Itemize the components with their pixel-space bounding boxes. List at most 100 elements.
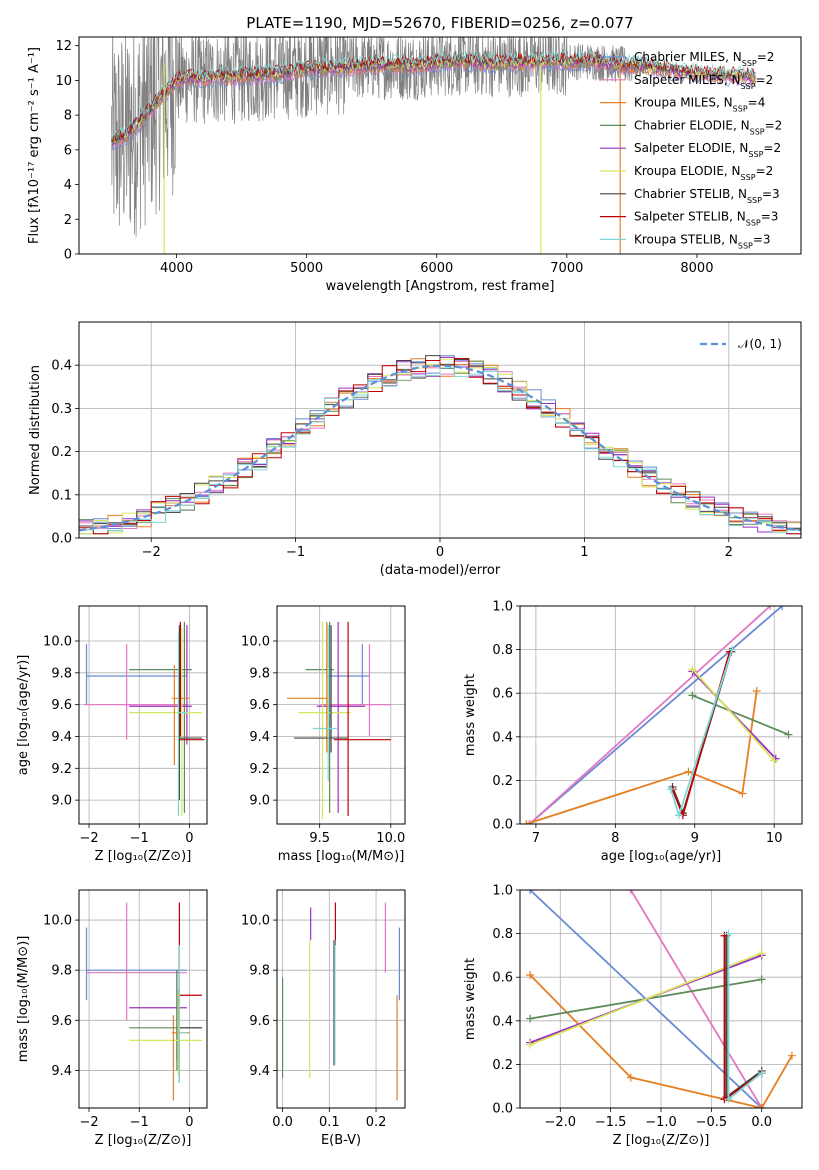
y-tick-label: 0.4 [51, 359, 72, 374]
y-tick-label: 0.2 [492, 1058, 513, 1073]
y-tick-label: 0.2 [51, 445, 72, 460]
y-axis-label: mass [log₁₀(M/M⊙)] [16, 936, 31, 1063]
legend-subscript: SSP [742, 59, 757, 68]
x-tick-label: 0.0 [272, 1115, 293, 1130]
y-tick-label: 0 [64, 248, 72, 263]
mass-weight-point [757, 975, 766, 984]
y-tick-label: 2 [64, 213, 72, 228]
panel-1-frame [78, 36, 802, 255]
x-axis-label: E(B-V) [321, 1133, 361, 1148]
legend-value: =3 [753, 232, 771, 246]
x-tick-label: 9 [691, 831, 699, 846]
x-tick-label: −0.5 [696, 1115, 728, 1130]
legend-subscript: SSP [748, 150, 763, 159]
x-tick-label: 6000 [420, 261, 453, 276]
y-tick-label: 6 [64, 143, 72, 158]
x-tick-label: −1 [130, 831, 149, 846]
legend-subscript: SSP [750, 127, 765, 136]
mass-weight-point [757, 949, 766, 958]
legend-entry: Salpeter ELODIE, NSSP=2 [634, 141, 781, 159]
legend-subscript: SSP [733, 104, 748, 113]
legend-value: =4 [748, 96, 766, 110]
y-tick-label: 9.8 [51, 964, 72, 979]
y-axis-label: Normed distribution [28, 365, 43, 495]
legend-subscript: SSP [741, 81, 756, 90]
mass-weight-line [630, 890, 763, 1108]
legend-entry: 𝒩(0, 1) [738, 337, 782, 351]
legend-entry: Kroupa MILES, NSSP=4 [634, 96, 765, 114]
residual-histogram [79, 367, 801, 534]
mass-weight-point [526, 1014, 535, 1023]
y-tick-label: 0.6 [492, 971, 513, 986]
x-tick-label: −2 [142, 545, 161, 560]
legend-value: =3 [762, 187, 780, 201]
x-axis-label: Z [log₁₀(Z/Z⊙)] [613, 1133, 710, 1148]
legend-subscript: SSP [746, 218, 761, 227]
legend-value: =2 [757, 50, 775, 64]
legend-entry: Salpeter STELIB, NSSP=3 [634, 210, 778, 228]
mass-weight-point [738, 789, 747, 798]
mass-weight-point [757, 1069, 766, 1078]
panel-6-frame [78, 889, 208, 1109]
y-tick-label: 9.2 [249, 762, 270, 777]
y-tick-label: 0.6 [492, 687, 513, 702]
mass-weight-point [526, 1040, 535, 1049]
mass-weight-point [688, 665, 697, 674]
mass-weight-point [688, 691, 697, 700]
legend-entry: Chabrier STELIB, NSSP=3 [634, 187, 780, 205]
mass-weight-line [528, 606, 783, 824]
y-tick-label: 9.4 [51, 1064, 72, 1079]
y-tick-label: 0.3 [51, 402, 72, 417]
y-tick-label: 9.0 [51, 794, 72, 809]
y-axis-label: mass weight [463, 674, 478, 756]
mass-weight-point [522, 820, 531, 824]
y-tick-label: 9.2 [51, 762, 72, 777]
x-axis-label: Z [log₁₀(Z/Z⊙)] [95, 849, 192, 864]
y-tick-label: 1.0 [492, 884, 513, 899]
y-tick-label: 0.8 [492, 927, 513, 942]
x-tick-label: 10.0 [376, 831, 405, 846]
y-tick-label: 0.4 [492, 730, 513, 745]
panel-8-axes [516, 889, 802, 1112]
mass-weight-point [720, 931, 729, 940]
x-tick-label: −1 [130, 1115, 149, 1130]
x-axis-label: (data-model)/error [380, 563, 501, 578]
mass-weight-line [529, 952, 763, 1046]
panel-5-frame [519, 605, 803, 825]
x-tick-label: 0.2 [366, 1115, 387, 1130]
y-tick-label: 9.8 [249, 666, 270, 681]
y-tick-label: 9.6 [249, 1014, 270, 1029]
y-tick-label: 9.4 [249, 1064, 270, 1079]
mass-weight-point [684, 767, 693, 776]
panel-6-axes [75, 890, 207, 1112]
x-tick-label: 9.5 [309, 831, 330, 846]
x-tick-label: 0 [185, 1115, 193, 1130]
legend-value: =3 [761, 210, 779, 224]
legend-value: =2 [756, 164, 774, 178]
mass-weight-point [666, 785, 675, 794]
x-axis-label: wavelength [Angstrom, rest frame] [326, 279, 555, 294]
y-tick-label: 12 [55, 39, 72, 54]
x-tick-label: −2 [79, 831, 98, 846]
y-tick-label: 4 [64, 178, 72, 193]
y-tick-label: 10.0 [241, 914, 270, 929]
x-tick-label: 2 [725, 545, 733, 560]
y-tick-label: 0.0 [51, 532, 72, 547]
legend-entry: Salpeter MILES, NSSP=2 [634, 73, 773, 91]
y-axis-label: mass weight [463, 958, 478, 1040]
errorbar-plot [286, 621, 391, 820]
mass-weight-point [526, 890, 535, 894]
legend-entry: Chabrier ELODIE, NSSP=2 [634, 118, 782, 136]
x-tick-label: −1 [286, 545, 305, 560]
legend-value: =2 [765, 118, 783, 132]
spectrum-plot [111, 37, 756, 254]
mass-weight-point [724, 929, 733, 938]
mass-weight-point [525, 820, 534, 824]
mass-weight-point [784, 730, 793, 739]
errorbar-plot [282, 902, 400, 1101]
x-tick-label: 4000 [160, 261, 193, 276]
x-tick-label: −1.5 [595, 1115, 627, 1130]
y-tick-label: 9.6 [249, 698, 270, 713]
histogram-plot [79, 355, 801, 535]
